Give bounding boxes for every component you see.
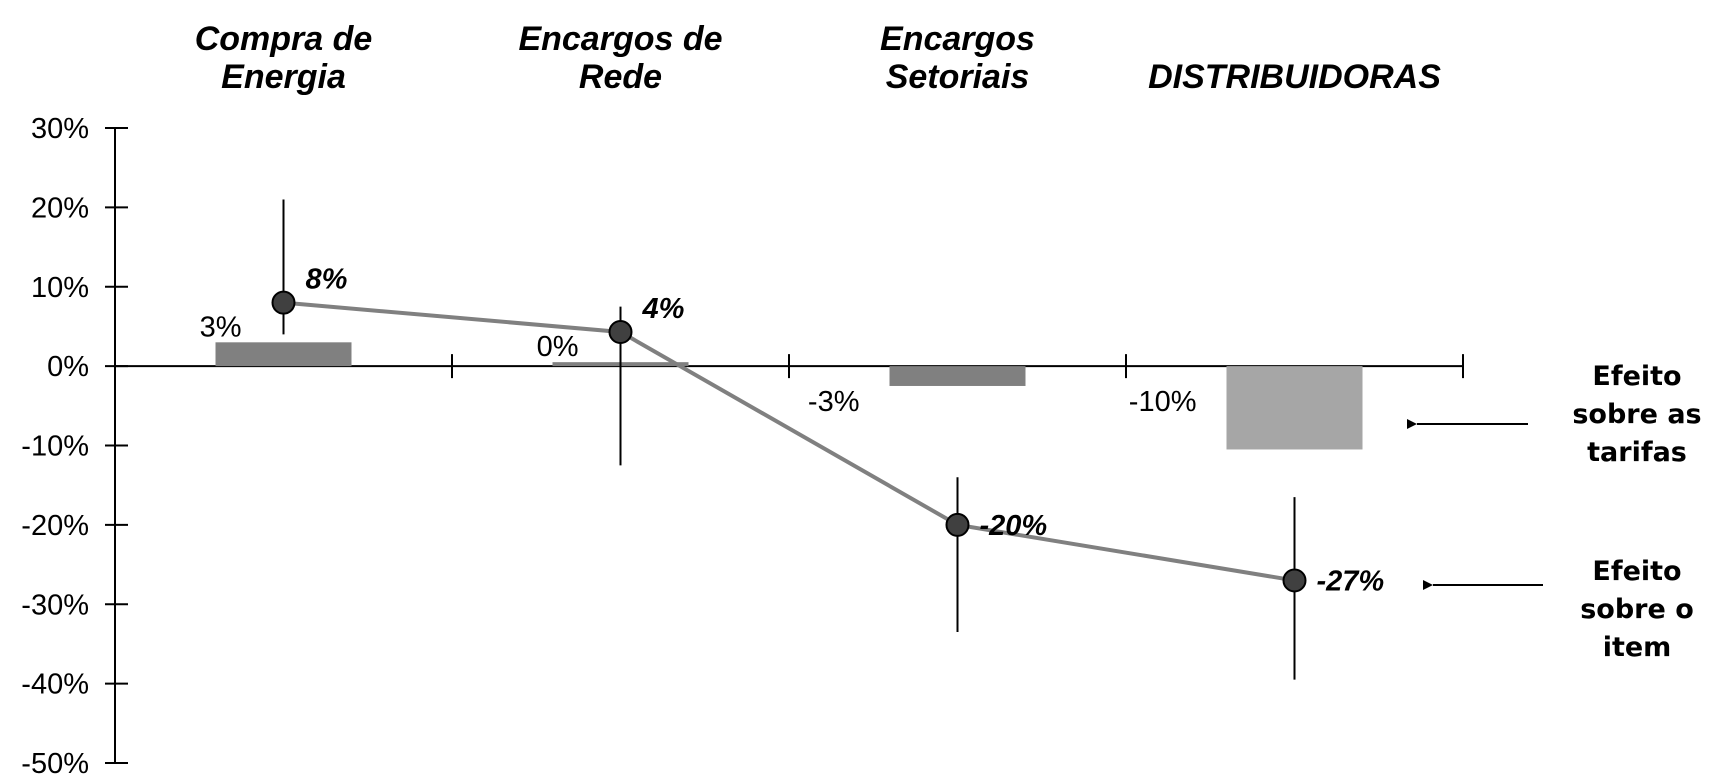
series-line: [283, 300, 1295, 583]
line-point: [608, 319, 633, 344]
bar-data-label: 0%: [537, 331, 579, 363]
bar: [889, 366, 1026, 386]
annotation-label: tarifas: [1587, 437, 1687, 468]
category-label: Rede: [579, 58, 662, 96]
line-point: [945, 512, 970, 537]
bar-data-label: -10%: [1129, 386, 1197, 418]
category-label: Encargos: [880, 20, 1035, 58]
y-tick-label: -10%: [21, 431, 89, 463]
y-tick-label: -50%: [21, 748, 89, 777]
line-point: [271, 290, 296, 315]
y-tick-label: -20%: [21, 510, 89, 542]
bar-data-label: -3%: [808, 386, 860, 418]
category-label: Setoriais: [886, 58, 1030, 96]
error-bar-layer: [282, 199, 1296, 680]
label-layer: 3% 0% -3% -10% 8% 4% -20% -27%: [200, 264, 1385, 598]
bar-data-label: 3%: [200, 311, 242, 343]
category-label: DISTRIBUIDORAS: [1148, 58, 1441, 96]
category-label: Compra de: [195, 20, 373, 58]
point-data-label: -27%: [1317, 565, 1385, 597]
bar: [1226, 366, 1363, 450]
y-tick-label: 30%: [31, 113, 89, 145]
y-tick-label: 0%: [47, 351, 89, 383]
category-label: Encargos de: [518, 20, 722, 58]
y-tick-label: -30%: [21, 589, 89, 621]
annotation-layer: Efeito sobre as tarifas Efeito sobre o item: [1407, 361, 1702, 663]
y-tick-label: -40%: [21, 669, 89, 701]
category-label: Energia: [221, 58, 346, 96]
annotation-label: Efeito: [1592, 556, 1681, 587]
point-data-label: -20%: [980, 510, 1048, 542]
line-layer: [271, 290, 1307, 593]
annotation-label: sobre o: [1580, 594, 1694, 625]
annotation-label: Efeito: [1592, 361, 1681, 392]
point-data-label: 8%: [306, 264, 348, 296]
annotation-label: item: [1603, 632, 1672, 663]
annotation-label: sobre as: [1572, 399, 1701, 430]
point-data-label: 4%: [642, 293, 685, 325]
y-tick-label: 20%: [31, 192, 89, 224]
line-point: [1282, 568, 1307, 593]
bar: [215, 342, 352, 367]
y-tick-label: 10%: [31, 272, 89, 304]
